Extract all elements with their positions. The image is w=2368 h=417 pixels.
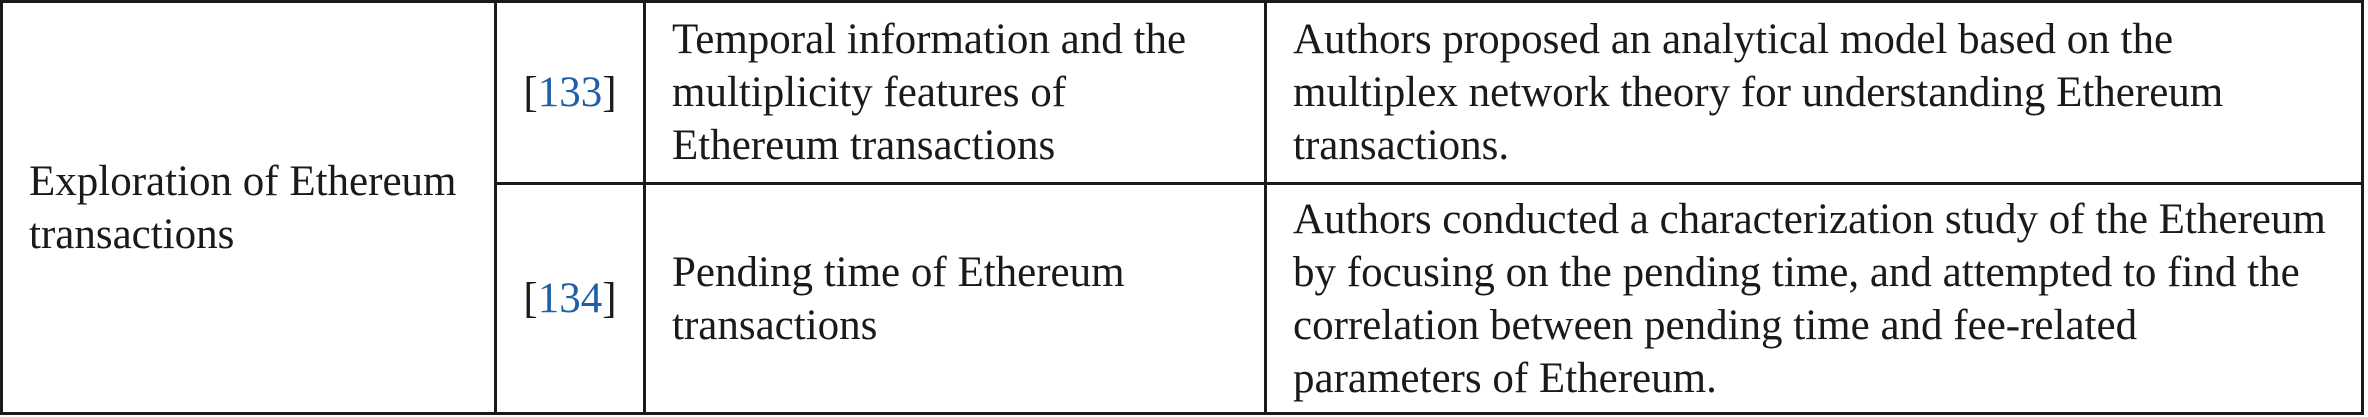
topic-cell: Pending time of Ethereum transactions bbox=[643, 182, 1267, 415]
topic-text: Temporal information and the multiplicit… bbox=[672, 16, 1187, 169]
ref-bracket-open: [ bbox=[523, 69, 538, 116]
topic-cell: Temporal information and the multiplicit… bbox=[643, 0, 1267, 185]
ref-bracket-close: ] bbox=[602, 275, 617, 322]
description-cell: Authors conducted a characterization stu… bbox=[1264, 182, 2364, 415]
reference-cell: [133] bbox=[494, 0, 646, 185]
category-cell: Exploration of Ethereum transactions bbox=[0, 0, 497, 415]
citation-link-133[interactable]: 133 bbox=[537, 69, 603, 116]
description-text: Authors proposed an analytical model bas… bbox=[1293, 16, 2224, 169]
description-text: Authors conducted a characterization stu… bbox=[1293, 195, 2326, 402]
citation-link-134[interactable]: 134 bbox=[537, 275, 603, 322]
table-row: [134] Pending time of Ethereum transacti… bbox=[2, 182, 2364, 415]
description-cell: Authors proposed an analytical model bas… bbox=[1264, 0, 2364, 185]
reference-cell: [134] bbox=[494, 182, 646, 415]
ref-bracket-close: ] bbox=[602, 69, 617, 116]
ref-bracket-open: [ bbox=[523, 275, 538, 322]
category-label: Exploration of Ethereum transactions bbox=[29, 157, 457, 258]
topic-text: Pending time of Ethereum transactions bbox=[672, 248, 1125, 349]
